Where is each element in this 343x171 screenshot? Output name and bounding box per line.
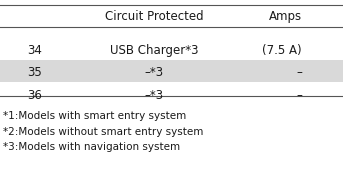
Text: 36: 36 — [27, 89, 42, 102]
Text: *1:Models with smart entry system: *1:Models with smart entry system — [3, 111, 187, 121]
Text: USB Charger*3: USB Charger*3 — [110, 44, 199, 57]
Text: *2:Models without smart entry system: *2:Models without smart entry system — [3, 127, 204, 136]
Text: (7.5 A): (7.5 A) — [262, 44, 302, 57]
Text: 34: 34 — [27, 44, 42, 57]
Text: –*3: –*3 — [145, 66, 164, 80]
Text: –: – — [296, 66, 302, 80]
Text: Circuit Protected: Circuit Protected — [105, 10, 204, 23]
Text: –*3: –*3 — [145, 89, 164, 102]
Text: 35: 35 — [27, 66, 42, 80]
Text: Amps: Amps — [269, 10, 302, 23]
Text: –: – — [296, 89, 302, 102]
Text: *3:Models with navigation system: *3:Models with navigation system — [3, 142, 180, 152]
FancyBboxPatch shape — [0, 60, 343, 82]
